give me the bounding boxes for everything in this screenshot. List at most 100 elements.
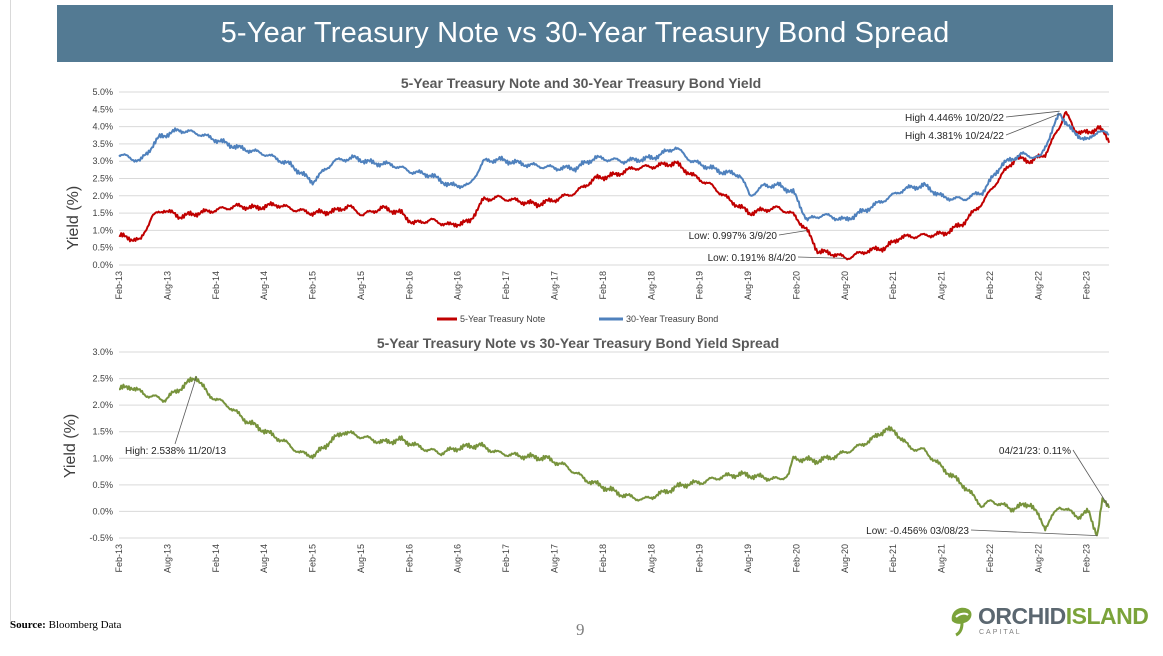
annotation-note-low: Low: 0.191% 8/4/20 (708, 253, 797, 264)
x-tick-label: Feb-19 (695, 271, 705, 300)
y-tick-label: -0.5% (89, 533, 113, 543)
x-tick-label: Feb-13 (114, 544, 124, 573)
x-tick-label: Feb-14 (211, 544, 221, 573)
x-tick-label: Aug-18 (646, 271, 656, 300)
x-tick-label: Feb-23 (1082, 544, 1092, 573)
x-tick-label: Feb-16 (404, 544, 414, 573)
x-tick-label: Feb-15 (308, 271, 318, 300)
left-margin-rule (10, 0, 11, 625)
y-axis-label: Yield (%) (65, 186, 82, 250)
series-line-spread (119, 375, 1110, 537)
logo-subtitle: CAPITAL (979, 629, 1022, 636)
x-tick-label: Aug-22 (1033, 271, 1043, 300)
legend-label-bond: 30-Year Treasury Bond (626, 314, 718, 324)
y-tick-label: 2.5% (92, 174, 113, 184)
logo-wordmark: ORCHIDISLAND (978, 603, 1149, 630)
y-tick-label: 2.0% (92, 191, 113, 201)
y-tick-label: 0.0% (92, 506, 113, 516)
y-tick-label: 3.0% (92, 347, 113, 357)
x-tick-labels: Feb-13 Aug-13 Feb-14 Aug-14 Feb-15 Aug-15 Feb-… (114, 544, 1092, 573)
x-tick-label: Feb-23 (1082, 271, 1092, 300)
x-tick-label: Aug-16 (453, 271, 463, 300)
x-tick-label: Aug-13 (162, 271, 172, 300)
y-tick-label: 4.0% (92, 122, 113, 132)
page-title: 5-Year Treasury Note vs 30-Year Treasury… (220, 17, 950, 49)
annotation-leaders (778, 110, 1061, 259)
annotation-spread-low: Low: -0.456% 03/08/23 (866, 526, 969, 537)
x-tick-label: Feb-21 (888, 544, 898, 573)
y-tick-label: 2.0% (92, 400, 113, 410)
source-text: Bloomberg Data (48, 619, 122, 631)
x-tick-label: Feb-17 (501, 544, 511, 573)
annotation-leader (797, 256, 846, 259)
annotation-bond-low: Low: 0.997% 3/9/20 (689, 231, 778, 242)
annotation-leader (1005, 113, 1061, 136)
x-tick-label: Aug-22 (1033, 544, 1043, 573)
x-tick-label: Feb-19 (695, 544, 705, 573)
annotation-leader (1005, 110, 1060, 118)
x-tick-label: Aug-20 (840, 271, 850, 300)
y-tick-label: 0.5% (92, 243, 113, 253)
x-tick-label: Aug-15 (356, 271, 366, 300)
logo-word-island: ISLAND (1065, 603, 1149, 629)
x-tick-label: Aug-13 (162, 544, 172, 573)
x-tick-label: Feb-20 (791, 544, 801, 573)
y-tick-label: 3.5% (92, 139, 113, 149)
annotation-leader (1072, 449, 1109, 506)
y-tick-label: 5.0% (92, 87, 113, 97)
x-tick-labels: Feb-13 Aug-13 Feb-14 Aug-14 Feb-15 Aug-15 Feb-… (114, 271, 1092, 300)
series-line-30-year-treasury-bond (118, 112, 1110, 222)
series-lines (118, 110, 1110, 261)
y-tick-label: 1.0% (92, 453, 113, 463)
source-note: Source: Bloomberg Data (10, 619, 121, 631)
series-lines (119, 375, 1110, 537)
x-tick-label: Aug-18 (646, 544, 656, 573)
page-number: 9 (576, 620, 585, 639)
y-tick-label: 0.0% (92, 260, 113, 270)
x-tick-label: Feb-21 (888, 271, 898, 300)
annotation-spread-latest: 04/21/23: 0.11% (999, 446, 1071, 457)
x-tick-label: Feb-22 (985, 544, 995, 573)
x-tick-label: Aug-21 (937, 544, 947, 573)
x-tick-label: Aug-19 (743, 271, 753, 300)
y-tick-label: 0.5% (92, 480, 113, 490)
y-tick-label: 1.5% (92, 208, 113, 218)
x-tick-label: Aug-16 (453, 544, 463, 573)
y-tick-labels: -0.5% 0.0% 0.5% 1.0% 1.5% 2.0% 2.5% 3.0% (89, 347, 113, 543)
legend-label-note: 5-Year Treasury Note (460, 314, 545, 324)
annotation-leader (778, 230, 808, 236)
annotation-note-high: High 4.446% 10/20/22 (905, 113, 1004, 124)
x-tick-label: Aug-14 (259, 544, 269, 573)
x-tick-label: Aug-17 (549, 271, 559, 300)
chart-title: 5-Year Treasury Note and 30-Year Treasur… (401, 75, 761, 91)
x-tick-label: Feb-18 (598, 271, 608, 300)
orchid-leaf-icon (951, 607, 972, 637)
series-line-5-year-treasury-note (118, 110, 1110, 261)
y-tick-labels: 0.0% 0.5% 1.0% 1.5% 2.0% 2.5% 3.0% 3.5% 4.0% 4.5%… (92, 87, 113, 270)
x-tick-label: Feb-20 (791, 271, 801, 300)
x-tick-label: Feb-17 (501, 271, 511, 300)
y-tick-label: 3.0% (92, 156, 113, 166)
gridlines (119, 351, 1109, 539)
x-tick-label: Feb-14 (211, 271, 221, 300)
y-axis-label: Yield (%) (62, 414, 79, 478)
y-tick-label: 4.5% (92, 104, 113, 114)
x-tick-label: Feb-16 (404, 271, 414, 300)
y-tick-label: 2.5% (92, 374, 113, 384)
annotation-spread-high: High: 2.538% 11/20/13 (125, 446, 226, 457)
x-tick-label: Aug-17 (549, 544, 559, 573)
annotation-bond-high: High 4.381% 10/24/22 (905, 131, 1004, 142)
annotation-leader (174, 376, 197, 445)
y-tick-label: 1.0% (92, 225, 113, 235)
x-tick-label: Aug-15 (356, 544, 366, 573)
x-tick-label: Aug-19 (743, 544, 753, 573)
source-label: Source: (10, 619, 46, 631)
x-tick-label: Aug-20 (840, 544, 850, 573)
x-tick-label: Feb-22 (985, 271, 995, 300)
annotation-leader (970, 529, 1098, 537)
y-tick-label: 1.5% (92, 427, 113, 437)
annotation-leaders (174, 376, 1109, 537)
x-tick-label: Aug-21 (937, 271, 947, 300)
legend: 5-Year Treasury Note 30-Year Treasury Bo… (437, 314, 718, 324)
x-tick-label: Aug-14 (259, 271, 269, 300)
